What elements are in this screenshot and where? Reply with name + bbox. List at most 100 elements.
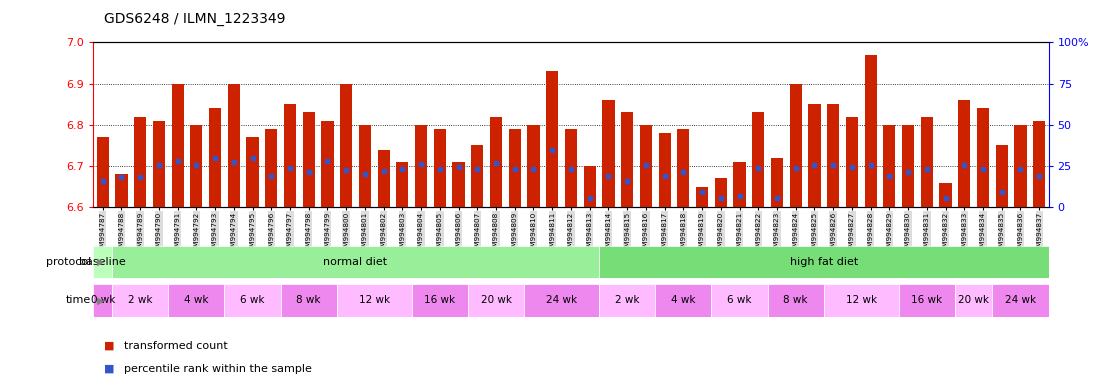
Bar — [209, 108, 221, 207]
Text: 2 wk: 2 wk — [615, 295, 639, 306]
Bar — [996, 146, 1008, 207]
Bar — [600, 246, 1049, 278]
Bar — [97, 137, 109, 207]
Bar — [396, 162, 408, 207]
Text: baseline: baseline — [79, 257, 126, 267]
Text: high fat diet: high fat diet — [789, 257, 858, 267]
Bar — [303, 113, 315, 207]
Bar — [845, 117, 858, 207]
Bar — [524, 284, 600, 317]
Text: time: time — [66, 295, 91, 306]
Bar — [752, 113, 764, 207]
Bar — [93, 284, 112, 317]
Bar — [281, 284, 337, 317]
Bar — [227, 84, 239, 207]
Bar — [771, 158, 783, 207]
Text: 24 wk: 24 wk — [1005, 295, 1037, 306]
Bar — [677, 129, 690, 207]
Bar — [546, 71, 558, 207]
Bar — [733, 162, 746, 207]
Bar — [959, 100, 971, 207]
Text: 24 wk: 24 wk — [546, 295, 578, 306]
Bar — [640, 125, 652, 207]
Text: protocol: protocol — [46, 257, 91, 267]
Bar — [789, 84, 802, 207]
Bar — [340, 84, 352, 207]
Bar — [659, 133, 671, 207]
Text: 2 wk: 2 wk — [127, 295, 153, 306]
Text: 4 wk: 4 wk — [671, 295, 696, 306]
Bar — [527, 125, 539, 207]
Bar — [977, 108, 989, 207]
Bar — [322, 121, 334, 207]
Bar — [564, 129, 578, 207]
Bar — [824, 284, 899, 317]
Bar — [712, 284, 768, 317]
Bar — [899, 284, 955, 317]
Bar — [883, 125, 896, 207]
Text: 6 wk: 6 wk — [727, 295, 752, 306]
Text: 12 wk: 12 wk — [845, 295, 877, 306]
Bar — [768, 284, 824, 317]
Bar — [378, 150, 390, 207]
Bar — [508, 129, 520, 207]
Text: 12 wk: 12 wk — [359, 295, 390, 306]
Bar — [168, 284, 224, 317]
Bar — [696, 187, 708, 207]
Bar — [359, 125, 371, 207]
Text: 16 wk: 16 wk — [424, 295, 456, 306]
Bar — [266, 129, 278, 207]
Bar — [452, 162, 464, 207]
Text: ▶: ▶ — [97, 295, 104, 306]
Bar — [603, 100, 615, 207]
Text: ■: ■ — [104, 364, 115, 374]
Bar — [412, 284, 468, 317]
Bar — [284, 104, 296, 207]
Bar — [134, 117, 146, 207]
Bar — [1015, 125, 1027, 207]
Text: 0 wk: 0 wk — [90, 295, 115, 306]
Text: ■: ■ — [104, 341, 115, 351]
Bar — [600, 284, 656, 317]
Bar — [112, 246, 600, 278]
Bar — [115, 174, 127, 207]
Bar — [224, 284, 281, 317]
Bar — [1033, 121, 1045, 207]
Bar — [246, 137, 259, 207]
Bar — [715, 179, 727, 207]
Bar — [93, 246, 112, 278]
Bar — [864, 55, 876, 207]
Bar — [434, 129, 446, 207]
Text: normal diet: normal diet — [324, 257, 388, 267]
Text: 4 wk: 4 wk — [184, 295, 209, 306]
Bar — [656, 284, 712, 317]
Text: transformed count: transformed count — [124, 341, 227, 351]
Bar — [471, 146, 483, 207]
Bar — [415, 125, 427, 207]
Bar — [171, 84, 183, 207]
Text: 6 wk: 6 wk — [240, 295, 265, 306]
Text: percentile rank within the sample: percentile rank within the sample — [124, 364, 312, 374]
Bar — [468, 284, 524, 317]
Bar — [337, 284, 412, 317]
Bar — [993, 284, 1049, 317]
Bar — [827, 104, 839, 207]
Bar — [153, 121, 165, 207]
Bar — [808, 104, 820, 207]
Text: 8 wk: 8 wk — [784, 295, 808, 306]
Text: 16 wk: 16 wk — [911, 295, 942, 306]
Bar — [903, 125, 915, 207]
Bar — [940, 183, 952, 207]
Text: 20 wk: 20 wk — [481, 295, 512, 306]
Text: 8 wk: 8 wk — [296, 295, 321, 306]
Bar — [621, 113, 634, 207]
Text: GDS6248 / ILMN_1223349: GDS6248 / ILMN_1223349 — [104, 12, 285, 25]
Bar — [490, 117, 502, 207]
Bar — [955, 284, 993, 317]
Text: 20 wk: 20 wk — [959, 295, 989, 306]
Bar — [921, 117, 933, 207]
Bar — [584, 166, 596, 207]
Bar — [190, 125, 202, 207]
Bar — [112, 284, 168, 317]
Text: ▶: ▶ — [97, 257, 104, 267]
